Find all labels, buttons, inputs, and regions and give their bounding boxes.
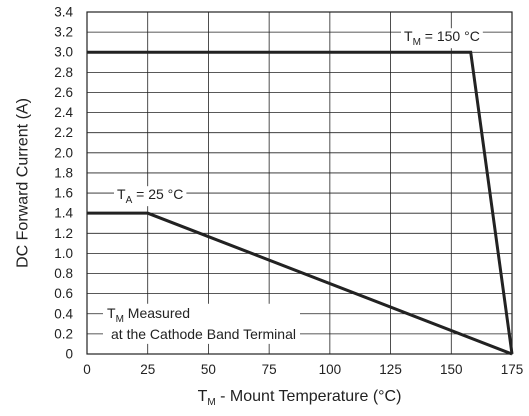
- series-tm-group: [87, 50, 514, 355]
- y-tick-label: 3.2: [54, 25, 73, 40]
- y-tick-label: 1.8: [54, 165, 73, 180]
- y-tick-label: 2.8: [54, 65, 73, 80]
- y-tick-label: 1.6: [54, 186, 73, 201]
- annotation-measured-line2: at the Cathode Band Terminal: [111, 326, 296, 342]
- series-label-tm-150c: TM = 150 °C: [404, 28, 480, 48]
- series-line-ta-25c: [87, 211, 513, 356]
- x-tick-label: 150: [440, 362, 463, 377]
- y-tick-label: 1.4: [54, 206, 73, 221]
- annotation-background: [103, 303, 300, 344]
- x-tick-label: 50: [201, 362, 216, 377]
- annotation-measured-line1: TM Measured: [107, 305, 190, 325]
- plot-frame: [86, 11, 513, 355]
- series-ta-group: [87, 211, 513, 356]
- y-tick-label: 3.0: [54, 45, 73, 60]
- y-tick-label: 1.2: [54, 226, 73, 241]
- x-tick-label: 0: [83, 362, 91, 377]
- x-tick-label: 100: [319, 362, 342, 377]
- y-tick-label: 0: [65, 347, 73, 362]
- y-tick-label: 0.4: [54, 306, 73, 321]
- tick-labels: 0 25 50 75 100 125 150 175 0 0.2 0.4 0.6 0.8 1.0 1.2 1.…: [54, 5, 523, 378]
- y-tick-label: 2.2: [54, 125, 73, 140]
- y-tick-label: 2.0: [54, 145, 73, 160]
- y-axis-label: DC Forward Current (A): [15, 98, 32, 268]
- x-tick-label: 125: [379, 362, 402, 377]
- y-tick-label: 2.6: [54, 85, 73, 100]
- y-tick-label: 0.6: [54, 286, 73, 301]
- x-tick-label: 75: [262, 362, 277, 377]
- y-tick-label: 2.4: [54, 105, 73, 120]
- series-label-ta-background: [114, 186, 187, 207]
- x-axis-label: TM - Mount Temperature (°C): [198, 388, 402, 408]
- x-tick-label: 25: [140, 362, 155, 377]
- y-tick-label: 0.8: [54, 266, 73, 281]
- y-tick-label: 1.0: [54, 246, 73, 261]
- y-tick-label: 3.4: [54, 5, 73, 20]
- series-label-ta-25c: TA = 25 °C: [117, 186, 183, 206]
- y-tick-label: 0.2: [54, 326, 73, 341]
- grid: [86, 11, 513, 355]
- series-label-tm-background: [401, 28, 483, 49]
- series-line-tm-150c: [87, 50, 514, 355]
- x-tick-label: 175: [501, 362, 524, 377]
